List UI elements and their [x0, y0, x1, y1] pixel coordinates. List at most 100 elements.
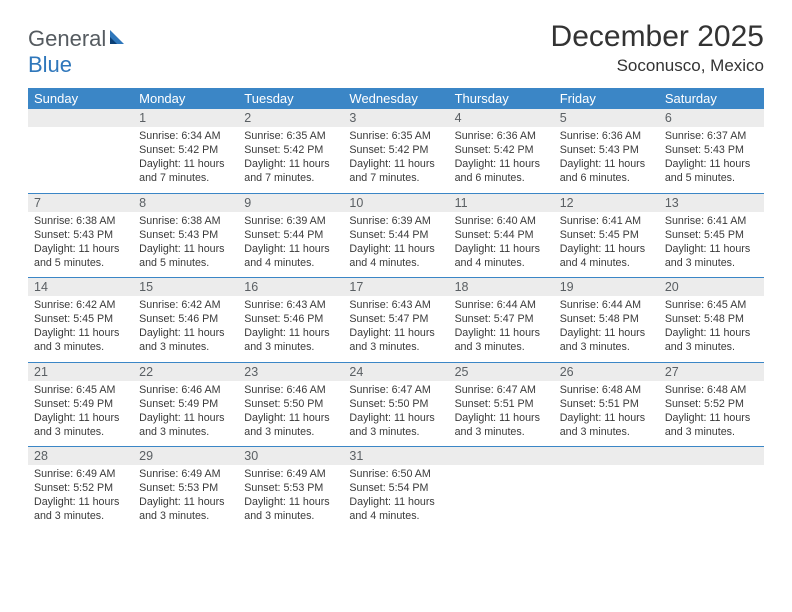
- day-number: 1: [133, 109, 238, 127]
- day-info: Sunrise: 6:48 AM Sunset: 5:52 PM Dayligh…: [659, 381, 764, 447]
- day-number: 7: [28, 194, 133, 212]
- day-info: Sunrise: 6:47 AM Sunset: 5:51 PM Dayligh…: [449, 381, 554, 447]
- day-number: 25: [449, 363, 554, 381]
- day-number: 14: [28, 278, 133, 296]
- day-number: 20: [659, 278, 764, 296]
- info-row: Sunrise: 6:42 AM Sunset: 5:45 PM Dayligh…: [28, 296, 764, 362]
- info-row: Sunrise: 6:45 AM Sunset: 5:49 PM Dayligh…: [28, 381, 764, 447]
- day-number: 15: [133, 278, 238, 296]
- day-number: 3: [343, 109, 448, 127]
- logo: GeneralBlue: [28, 26, 132, 78]
- day-number: 30: [238, 447, 343, 465]
- day-number: 16: [238, 278, 343, 296]
- day-number: 18: [449, 278, 554, 296]
- dow-thu: Thursday: [449, 88, 554, 109]
- header: GeneralBlue December 2025 Soconusco, Mex…: [28, 20, 764, 78]
- day-info: Sunrise: 6:46 AM Sunset: 5:50 PM Dayligh…: [238, 381, 343, 447]
- day-info: Sunrise: 6:49 AM Sunset: 5:52 PM Dayligh…: [28, 465, 133, 531]
- day-info: Sunrise: 6:35 AM Sunset: 5:42 PM Dayligh…: [238, 127, 343, 193]
- day-info: Sunrise: 6:49 AM Sunset: 5:53 PM Dayligh…: [133, 465, 238, 531]
- day-info: Sunrise: 6:38 AM Sunset: 5:43 PM Dayligh…: [28, 212, 133, 278]
- day-number: 29: [133, 447, 238, 465]
- day-number: 27: [659, 363, 764, 381]
- logo-text: GeneralBlue: [28, 26, 132, 78]
- dow-sun: Sunday: [28, 88, 133, 109]
- logo-sail-icon: [108, 26, 132, 51]
- day-info: Sunrise: 6:43 AM Sunset: 5:47 PM Dayligh…: [343, 296, 448, 362]
- day-info: Sunrise: 6:43 AM Sunset: 5:46 PM Dayligh…: [238, 296, 343, 362]
- day-number: 26: [554, 363, 659, 381]
- day-number: 17: [343, 278, 448, 296]
- day-info: Sunrise: 6:45 AM Sunset: 5:49 PM Dayligh…: [28, 381, 133, 447]
- day-info: [449, 465, 554, 531]
- dow-row: Sunday Monday Tuesday Wednesday Thursday…: [28, 88, 764, 109]
- day-number: 4: [449, 109, 554, 127]
- daynum-row: 28293031: [28, 447, 764, 465]
- day-info: Sunrise: 6:41 AM Sunset: 5:45 PM Dayligh…: [659, 212, 764, 278]
- day-info: [659, 465, 764, 531]
- day-number: 22: [133, 363, 238, 381]
- daynum-row: 78910111213: [28, 194, 764, 212]
- info-row: Sunrise: 6:34 AM Sunset: 5:42 PM Dayligh…: [28, 127, 764, 193]
- day-info: Sunrise: 6:36 AM Sunset: 5:42 PM Dayligh…: [449, 127, 554, 193]
- dow-mon: Monday: [133, 88, 238, 109]
- day-number: 24: [343, 363, 448, 381]
- day-info: Sunrise: 6:42 AM Sunset: 5:46 PM Dayligh…: [133, 296, 238, 362]
- calendar: Sunday Monday Tuesday Wednesday Thursday…: [28, 88, 764, 531]
- day-number: 9: [238, 194, 343, 212]
- info-row: Sunrise: 6:49 AM Sunset: 5:52 PM Dayligh…: [28, 465, 764, 531]
- day-info: Sunrise: 6:46 AM Sunset: 5:49 PM Dayligh…: [133, 381, 238, 447]
- day-info: Sunrise: 6:45 AM Sunset: 5:48 PM Dayligh…: [659, 296, 764, 362]
- day-number: 6: [659, 109, 764, 127]
- dow-fri: Friday: [554, 88, 659, 109]
- info-row: Sunrise: 6:38 AM Sunset: 5:43 PM Dayligh…: [28, 212, 764, 278]
- day-number: 12: [554, 194, 659, 212]
- day-info: Sunrise: 6:44 AM Sunset: 5:48 PM Dayligh…: [554, 296, 659, 362]
- day-number: 8: [133, 194, 238, 212]
- day-number: 31: [343, 447, 448, 465]
- day-number: [28, 109, 133, 127]
- day-number: 10: [343, 194, 448, 212]
- day-info: Sunrise: 6:36 AM Sunset: 5:43 PM Dayligh…: [554, 127, 659, 193]
- day-number: 19: [554, 278, 659, 296]
- day-info: Sunrise: 6:39 AM Sunset: 5:44 PM Dayligh…: [343, 212, 448, 278]
- dow-sat: Saturday: [659, 88, 764, 109]
- dow-wed: Wednesday: [343, 88, 448, 109]
- day-info: [554, 465, 659, 531]
- day-info: Sunrise: 6:49 AM Sunset: 5:53 PM Dayligh…: [238, 465, 343, 531]
- logo-general: General: [28, 26, 106, 51]
- calendar-body: 123456Sunrise: 6:34 AM Sunset: 5:42 PM D…: [28, 109, 764, 531]
- day-info: Sunrise: 6:34 AM Sunset: 5:42 PM Dayligh…: [133, 127, 238, 193]
- day-info: Sunrise: 6:42 AM Sunset: 5:45 PM Dayligh…: [28, 296, 133, 362]
- day-info: Sunrise: 6:50 AM Sunset: 5:54 PM Dayligh…: [343, 465, 448, 531]
- day-info: Sunrise: 6:38 AM Sunset: 5:43 PM Dayligh…: [133, 212, 238, 278]
- day-number: 23: [238, 363, 343, 381]
- day-info: Sunrise: 6:37 AM Sunset: 5:43 PM Dayligh…: [659, 127, 764, 193]
- day-info: Sunrise: 6:39 AM Sunset: 5:44 PM Dayligh…: [238, 212, 343, 278]
- daynum-row: 14151617181920: [28, 278, 764, 296]
- day-number: 13: [659, 194, 764, 212]
- day-info: Sunrise: 6:40 AM Sunset: 5:44 PM Dayligh…: [449, 212, 554, 278]
- location: Soconusco, Mexico: [551, 56, 764, 76]
- day-number: [449, 447, 554, 465]
- day-info: Sunrise: 6:35 AM Sunset: 5:42 PM Dayligh…: [343, 127, 448, 193]
- daynum-row: 21222324252627: [28, 363, 764, 381]
- logo-blue: Blue: [28, 52, 72, 77]
- day-number: 5: [554, 109, 659, 127]
- day-number: 2: [238, 109, 343, 127]
- day-number: [554, 447, 659, 465]
- day-info: Sunrise: 6:44 AM Sunset: 5:47 PM Dayligh…: [449, 296, 554, 362]
- day-info: Sunrise: 6:41 AM Sunset: 5:45 PM Dayligh…: [554, 212, 659, 278]
- day-number: 21: [28, 363, 133, 381]
- day-number: [659, 447, 764, 465]
- dow-tue: Tuesday: [238, 88, 343, 109]
- day-info: Sunrise: 6:47 AM Sunset: 5:50 PM Dayligh…: [343, 381, 448, 447]
- day-info: [28, 127, 133, 193]
- title-block: December 2025 Soconusco, Mexico: [551, 20, 764, 76]
- daynum-row: 123456: [28, 109, 764, 127]
- day-number: 28: [28, 447, 133, 465]
- page: GeneralBlue December 2025 Soconusco, Mex…: [0, 0, 792, 551]
- day-info: Sunrise: 6:48 AM Sunset: 5:51 PM Dayligh…: [554, 381, 659, 447]
- day-number: 11: [449, 194, 554, 212]
- month-title: December 2025: [551, 20, 764, 54]
